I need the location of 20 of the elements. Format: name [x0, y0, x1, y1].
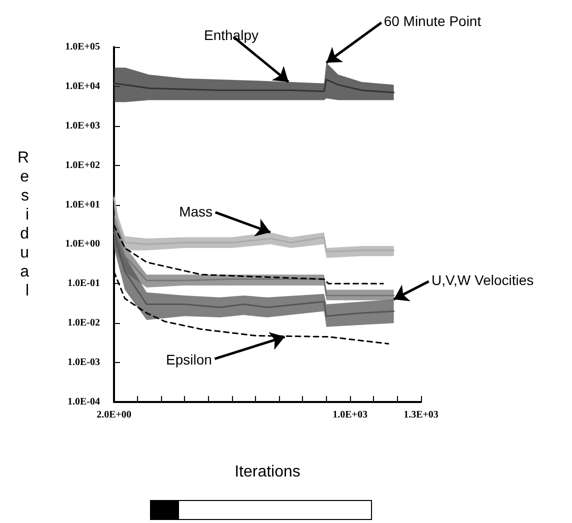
y-tick-label: 1.0E+04 — [65, 80, 100, 92]
y-tick-label: 1.0E-02 — [68, 318, 100, 329]
x-axis-title: Iterations — [234, 464, 300, 480]
annotation: Epsilon — [166, 352, 212, 368]
annotation: Mass — [179, 203, 213, 220]
annotation: Enthalpy — [204, 27, 258, 44]
y-tick-label: 1.0E+02 — [65, 160, 100, 171]
y-tick-label: 1.0E+01 — [65, 199, 100, 210]
x-tick-label: 1.0E+03 — [332, 410, 368, 420]
annotation: 60 Minute Point — [384, 12, 482, 29]
y-tick-label: 1.0E+03 — [65, 120, 100, 132]
y-axis-title: Residual — [17, 150, 30, 300]
y-tick-label: 1.0E-01 — [68, 278, 100, 290]
y-tick-label: 1.0E-03 — [68, 357, 100, 368]
x-tick-label: 2.0E+00 — [96, 410, 132, 420]
y-tick-label: 1.0E-04 — [68, 396, 100, 408]
y-tick-label: 1.0E+00 — [65, 238, 100, 250]
y-tick-label: 1.0E+05 — [65, 42, 100, 52]
x-tick-label: 1.3E+03 — [404, 410, 438, 420]
annotation: U,V,W Velocities — [431, 272, 534, 288]
